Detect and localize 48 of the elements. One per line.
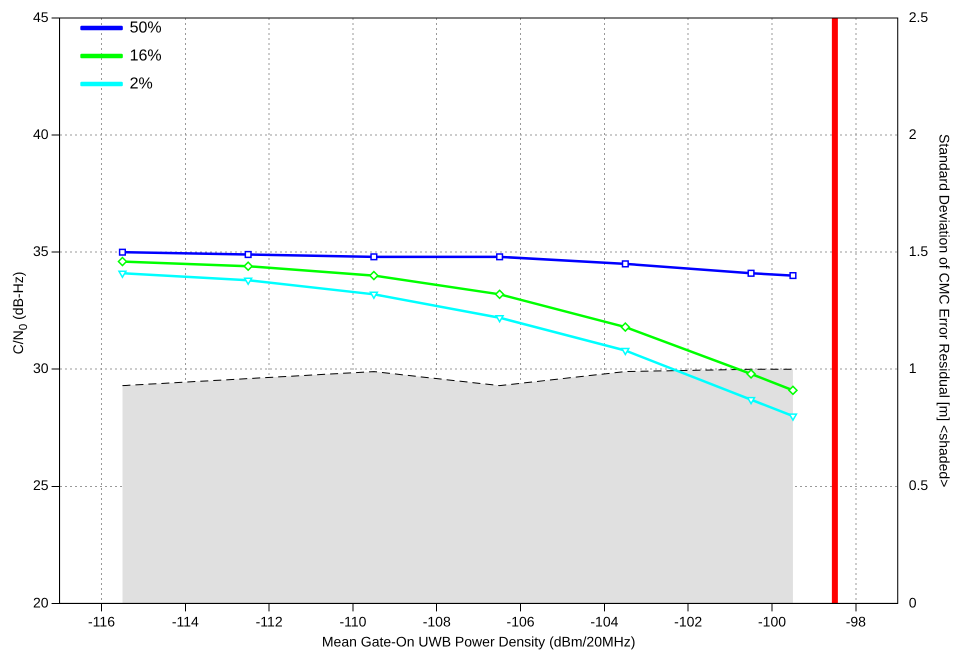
point <box>496 253 504 260</box>
point <box>746 396 756 404</box>
legend-label: 16% <box>130 47 162 64</box>
x-tick-label: -112 <box>256 614 283 630</box>
y-tick-label: 40 <box>32 126 49 142</box>
y-tick-label: 30 <box>32 360 49 376</box>
x-tick-label: -106 <box>506 614 535 630</box>
point <box>118 270 127 278</box>
x-tick-label: -114 <box>172 614 199 630</box>
y-tick-label: 25 <box>32 477 49 494</box>
y2-tick-label: 0 <box>908 594 917 610</box>
point <box>243 261 253 271</box>
point <box>244 250 252 258</box>
x-tick-label: -104 <box>590 614 619 630</box>
x-tick-label: -110 <box>339 614 367 630</box>
y2-tick-label: 2 <box>908 126 917 142</box>
y-tick-label: 35 <box>32 243 49 260</box>
point <box>621 348 630 356</box>
point <box>244 278 252 286</box>
x-tick-label: -98 <box>846 614 866 630</box>
y2-axis-title: Standard Deviation of CMC Error Residual [m] <shaded> <box>936 134 953 488</box>
point <box>788 413 798 421</box>
x-tick-label: -100 <box>758 614 786 630</box>
point <box>370 253 378 260</box>
point <box>118 248 126 256</box>
x-axis-title: Mean Gate-On UWB Power Density (dBm/20MHz) <box>322 633 636 650</box>
y2-tick-label: 1 <box>908 360 917 376</box>
point <box>495 314 504 322</box>
point <box>789 272 797 280</box>
point <box>622 260 629 268</box>
point <box>788 386 798 396</box>
y2-tick-label: 2.5 <box>908 8 928 25</box>
y-tick-label: 20 <box>32 594 49 610</box>
point <box>369 270 379 280</box>
legend-label: 50% <box>130 19 162 36</box>
point <box>747 270 755 277</box>
legend-label: 2% <box>130 75 153 92</box>
x-tick-label: -102 <box>674 614 702 630</box>
x-tick-label: -108 <box>422 614 451 630</box>
point <box>620 322 630 332</box>
point <box>494 290 504 300</box>
y-tick-label: 45 <box>32 8 49 25</box>
point <box>118 256 128 266</box>
point <box>370 292 378 300</box>
point <box>746 369 756 379</box>
y2-tick-label: 1.5 <box>908 243 928 260</box>
x-tick-label: -116 <box>88 614 116 630</box>
y2-tick-label: 0.5 <box>908 477 928 494</box>
